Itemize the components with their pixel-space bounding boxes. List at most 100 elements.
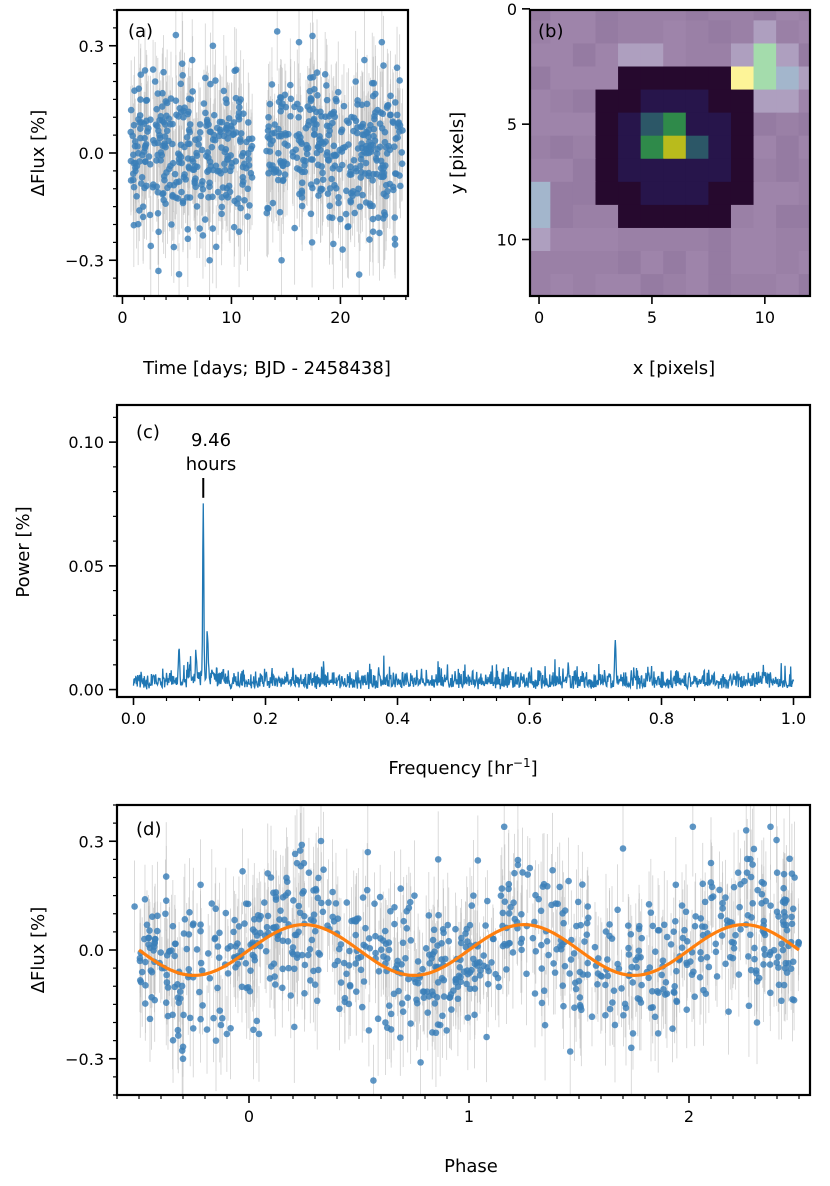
d-data-point	[434, 942, 441, 949]
d-data-point	[148, 994, 155, 1001]
a-data-point	[159, 89, 166, 97]
d-data-point	[391, 903, 398, 911]
d-data-point	[320, 866, 327, 874]
b-pixel	[550, 112, 574, 137]
d-data-point	[314, 894, 322, 902]
d-data-point	[263, 923, 271, 931]
d-data-point	[276, 916, 283, 923]
a-data-point	[369, 176, 376, 184]
d-data-point	[499, 909, 507, 917]
d-data-point	[745, 1002, 753, 1010]
d-data-point	[701, 923, 709, 931]
b-pixel	[798, 89, 810, 114]
d-data-point	[611, 1021, 619, 1029]
d-data-point	[701, 898, 709, 906]
d-data-point	[249, 926, 257, 933]
d-data-point	[781, 897, 789, 905]
a-data-point	[319, 169, 326, 177]
a-data-point	[208, 143, 216, 151]
b-pixel	[708, 274, 732, 296]
a-data-point	[303, 150, 311, 158]
a-data-point	[147, 242, 155, 250]
a-data-point	[372, 90, 379, 98]
a-data-point	[220, 132, 228, 140]
d-data-point	[526, 864, 534, 872]
d-data-point	[377, 946, 385, 953]
a-data-point	[380, 164, 387, 172]
b-pixel	[550, 10, 574, 21]
a-data-point	[350, 127, 357, 135]
d-data-point	[357, 966, 365, 974]
b-pixel	[776, 112, 800, 137]
a-data-point	[275, 169, 283, 176]
b-pixel	[798, 158, 810, 183]
b-pixel	[685, 43, 709, 68]
a-data-point	[380, 62, 387, 69]
a-data-point	[345, 119, 352, 126]
d-data-point	[289, 944, 297, 951]
a-data-point	[218, 210, 225, 218]
b-pixel	[640, 89, 664, 114]
d-data-point	[732, 931, 739, 939]
b-pixel	[685, 227, 709, 252]
a-data-point	[359, 191, 366, 199]
a-data-point	[399, 127, 406, 134]
d-data-point	[291, 931, 299, 939]
d-data-point	[762, 897, 770, 905]
a-data-point	[175, 270, 183, 278]
b-pixel	[618, 10, 642, 21]
d-data-point	[290, 897, 297, 904]
d-data-point	[428, 988, 436, 995]
b-pixel	[663, 251, 687, 275]
b-pixel	[640, 10, 664, 21]
a-data-point	[270, 169, 278, 176]
a-data-point	[361, 56, 368, 64]
a-data-point	[143, 96, 151, 104]
b-pixel	[753, 112, 777, 137]
b-pixel	[753, 43, 777, 68]
d-data-point	[749, 861, 756, 868]
b-pixel	[572, 112, 597, 137]
d-data-point	[264, 912, 272, 920]
d-data-point	[222, 909, 230, 917]
b-pixel	[663, 89, 687, 114]
d-data-point	[204, 950, 212, 957]
a-data-point	[336, 165, 343, 173]
panel-d-x-ticks: 0 1 2	[116, 1095, 800, 1126]
d-data-point	[336, 1005, 343, 1013]
a-data-point	[337, 215, 344, 223]
d-data-point	[717, 912, 725, 920]
panel-b-x-ticks: 0 5 10	[534, 296, 775, 327]
d-data-point	[688, 971, 696, 978]
a-data-point	[358, 151, 365, 159]
b-pixel	[708, 251, 732, 275]
b-cells	[530, 10, 810, 296]
d-data-point	[672, 881, 680, 889]
b-pixel	[708, 158, 732, 183]
d-data-point	[277, 907, 284, 915]
d-data-point	[435, 911, 442, 919]
d-data-point	[782, 959, 789, 967]
d-data-point	[374, 1015, 382, 1023]
a-data-point	[207, 128, 214, 136]
a-data-point	[281, 91, 289, 99]
a-data-point	[141, 158, 149, 165]
d-data-point	[531, 990, 539, 997]
b-pixel	[618, 204, 642, 229]
d-data-point	[753, 1019, 761, 1026]
d-data-point	[174, 994, 182, 1001]
d-data-point	[227, 1024, 234, 1032]
b-pixel	[530, 274, 551, 296]
a-data-point	[129, 170, 137, 178]
b-pixel	[572, 20, 597, 45]
b-pixel	[776, 89, 800, 114]
a-data-point	[273, 28, 281, 35]
b-pixel	[550, 274, 574, 296]
a-data-point	[263, 209, 271, 217]
a-data-point	[218, 193, 226, 201]
a-data-point	[144, 124, 152, 132]
a-y-tick-label: 0.0	[79, 144, 104, 163]
d-data-point	[456, 963, 464, 971]
b-pixel	[663, 181, 687, 206]
